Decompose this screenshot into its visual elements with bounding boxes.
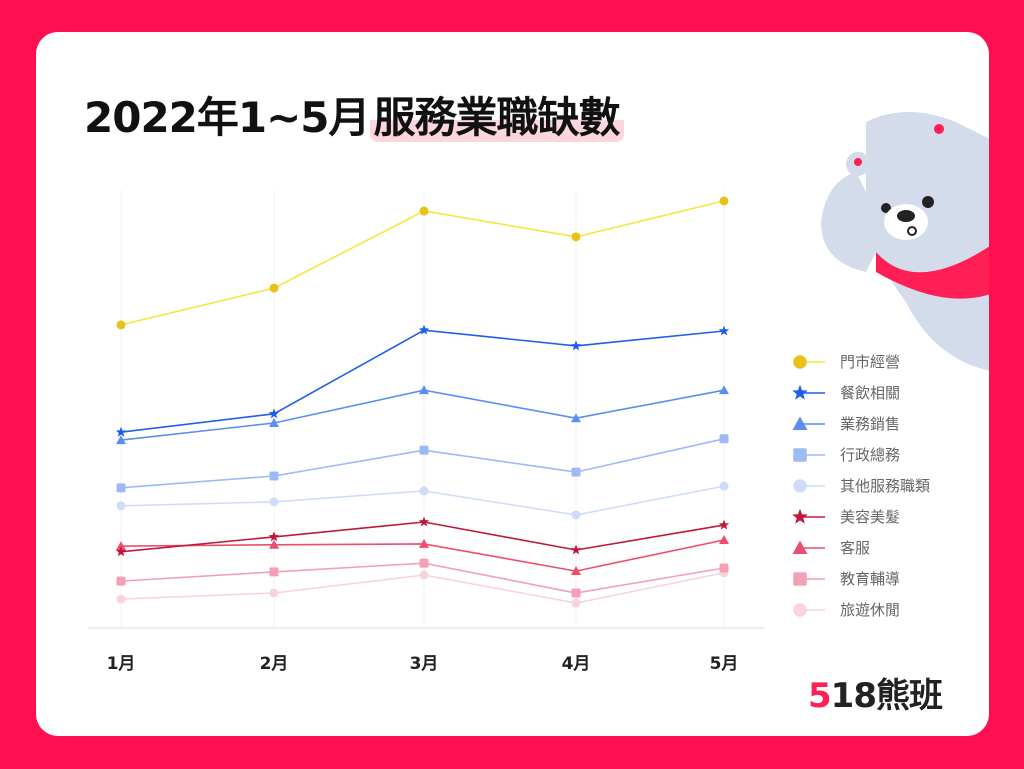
marker-star <box>792 384 808 400</box>
title-prefix: 2022年1~5月 <box>84 93 371 142</box>
legend-marker-icon <box>793 354 825 369</box>
chart-title: 2022年1~5月服務業職缺數 <box>84 84 624 145</box>
marker-square <box>793 571 807 586</box>
legend-label: 行政總務 <box>840 446 901 464</box>
marker-circle <box>269 588 279 598</box>
marker-star <box>570 544 582 555</box>
marker-square <box>116 483 126 493</box>
marker-triangle <box>269 418 279 428</box>
legend-item: 教育輔導 <box>792 563 930 594</box>
x-tick-label: 4月 <box>562 654 591 674</box>
marker-star <box>268 408 280 419</box>
x-tick-label: 1月 <box>107 654 136 674</box>
marker-triangle <box>116 435 126 445</box>
legend-label: 其他服務職類 <box>840 477 931 495</box>
marker-circle <box>793 354 807 369</box>
marker-circle <box>719 481 729 491</box>
legend-label: 門市經營 <box>840 353 901 371</box>
marker-triangle <box>269 539 279 549</box>
marker-square <box>419 445 429 455</box>
legend-item: 美容美髮 <box>792 501 930 532</box>
brand-logo: 518熊班 <box>808 676 943 716</box>
marker-star <box>115 426 127 437</box>
marker-triangle <box>116 541 126 551</box>
series-line <box>120 329 725 433</box>
legend-marker-icon <box>793 478 825 493</box>
legend-marker-icon <box>792 540 825 554</box>
x-tick-label: 3月 <box>410 654 439 674</box>
marker-square <box>269 567 279 577</box>
marker-square <box>419 558 429 568</box>
chart-card: 2022年1~5月服務業職缺數 1月 2月 3月 4月 5月 門市經營餐飲相關業務銷售行… <box>36 32 989 736</box>
legend-marker-icon <box>792 384 825 400</box>
marker-circle <box>419 486 429 496</box>
marker-triangle <box>792 416 808 430</box>
marker-triangle <box>571 566 581 576</box>
marker-star <box>418 324 430 335</box>
marker-triangle <box>792 540 808 554</box>
series-line <box>120 200 725 326</box>
legend-label: 旅遊休閒 <box>840 601 901 619</box>
marker-circle <box>571 598 581 608</box>
title-highlight: 服務業職缺數 <box>369 93 624 142</box>
marker-square <box>719 434 729 444</box>
legend-label: 美容美髮 <box>840 508 901 526</box>
marker-star <box>570 340 582 351</box>
marker-triangle <box>419 538 429 548</box>
marker-circle <box>793 602 807 617</box>
marker-circle <box>269 497 279 507</box>
marker-triangle <box>719 534 729 544</box>
legend-marker-icon <box>793 571 825 586</box>
marker-star <box>418 516 430 527</box>
x-tick-label: 5月 <box>710 654 739 674</box>
series-line <box>120 389 725 441</box>
bear-mascot-icon <box>821 112 989 371</box>
marker-circle <box>571 232 581 242</box>
marker-circle <box>419 570 429 580</box>
marker-square <box>116 576 126 586</box>
marker-circle <box>719 196 729 206</box>
marker-star <box>718 325 730 336</box>
legend-item: 餐飲相關 <box>792 377 930 408</box>
legend-item: 業務銷售 <box>792 408 930 439</box>
legend-label: 教育輔導 <box>840 570 901 588</box>
marker-circle <box>793 478 807 493</box>
legend-marker-icon <box>793 447 825 462</box>
legend-item: 旅遊休閒 <box>792 594 930 625</box>
marker-square <box>269 471 279 481</box>
legend-item: 門市經營 <box>792 346 930 377</box>
legend-marker-icon <box>793 602 825 617</box>
marker-star <box>792 508 808 524</box>
line-chart: 1月 2月 3月 4月 5月 <box>88 190 764 674</box>
marker-circle <box>571 510 581 520</box>
legend-label: 業務銷售 <box>840 415 901 433</box>
legend-item: 行政總務 <box>792 439 930 470</box>
marker-circle <box>419 206 429 216</box>
marker-circle <box>116 594 126 604</box>
marker-triangle <box>719 385 729 395</box>
marker-star <box>718 519 730 530</box>
marker-star <box>268 531 280 542</box>
legend-item: 其他服務職類 <box>792 470 930 501</box>
legend-label: 餐飲相關 <box>840 384 901 402</box>
marker-square <box>793 447 807 462</box>
x-tick-label: 2月 <box>260 654 289 674</box>
legend: 門市經營餐飲相關業務銷售行政總務其他服務職類 美容美髮客服教育輔導旅遊休閒 <box>792 346 930 625</box>
legend-item: 客服 <box>792 532 930 563</box>
legend-marker-icon <box>792 416 825 430</box>
marker-circle <box>269 283 279 293</box>
marker-circle <box>116 320 126 330</box>
marker-circle <box>116 501 126 511</box>
legend-label: 客服 <box>840 539 871 557</box>
marker-square <box>571 588 581 598</box>
legend-marker-icon <box>792 508 825 524</box>
marker-square <box>719 563 729 573</box>
marker-triangle <box>419 385 429 395</box>
marker-star <box>115 546 127 557</box>
marker-triangle <box>571 413 581 423</box>
marker-square <box>571 467 581 477</box>
